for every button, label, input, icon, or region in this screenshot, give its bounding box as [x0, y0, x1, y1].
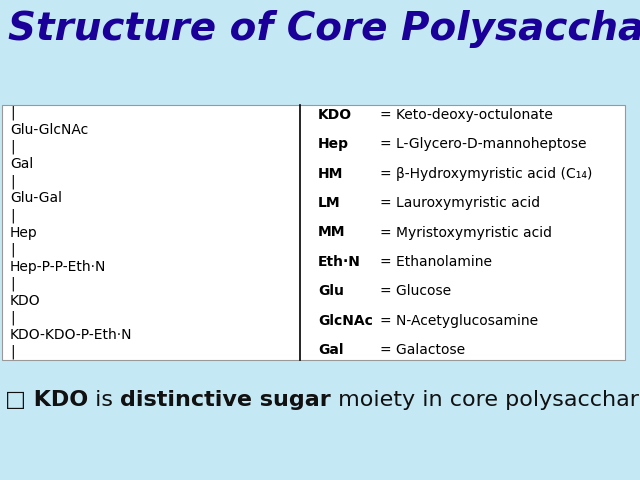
- Text: Gal: Gal: [318, 343, 344, 357]
- Text: GlcNAc: GlcNAc: [318, 313, 373, 328]
- Text: Glu: Glu: [318, 284, 344, 298]
- Text: KDO: KDO: [318, 108, 352, 122]
- Text: LM: LM: [318, 196, 340, 210]
- Text: = Lauroxymyristic acid: = Lauroxymyristic acid: [380, 196, 540, 210]
- Text: = L-Glycero-D-mannoheptose: = L-Glycero-D-mannoheptose: [380, 137, 586, 151]
- Text: = Galactose: = Galactose: [380, 343, 465, 357]
- Text: KDO-KDO-P-Eth·N: KDO-KDO-P-Eth·N: [10, 328, 132, 342]
- Text: distinctive sugar: distinctive sugar: [120, 390, 331, 410]
- Text: = Keto-deoxy-octulonate: = Keto-deoxy-octulonate: [380, 108, 553, 122]
- FancyBboxPatch shape: [2, 105, 625, 360]
- Text: |: |: [10, 242, 15, 257]
- Text: = Ethanolamine: = Ethanolamine: [380, 255, 492, 269]
- Text: Hep: Hep: [318, 137, 349, 151]
- Text: MM: MM: [318, 226, 346, 240]
- Text: = N-Acetyglucosamine: = N-Acetyglucosamine: [380, 313, 538, 328]
- Text: HM: HM: [318, 167, 344, 181]
- Text: |: |: [10, 345, 15, 359]
- Text: |: |: [10, 208, 15, 223]
- Text: |: |: [10, 140, 15, 155]
- Text: Hep: Hep: [10, 226, 38, 240]
- Text: = β-Hydroxymyristic acid (C₁₄): = β-Hydroxymyristic acid (C₁₄): [380, 167, 593, 181]
- Text: Eth·N: Eth·N: [318, 255, 361, 269]
- Text: Structure of Core Polysaccharide: Structure of Core Polysaccharide: [8, 10, 640, 48]
- Text: □ KDO: □ KDO: [5, 390, 88, 410]
- Text: |: |: [10, 106, 15, 120]
- Text: |: |: [10, 311, 15, 325]
- Text: |: |: [10, 276, 15, 291]
- Text: Glu-GlcNAc: Glu-GlcNAc: [10, 123, 88, 137]
- Text: Glu-Gal: Glu-Gal: [10, 192, 62, 205]
- Text: is: is: [88, 390, 120, 410]
- Text: Hep-P-P-Eth·N: Hep-P-P-Eth·N: [10, 260, 106, 274]
- Text: = Glucose: = Glucose: [380, 284, 451, 298]
- Text: = Myristoxymyristic acid: = Myristoxymyristic acid: [380, 226, 552, 240]
- Text: Gal: Gal: [10, 157, 33, 171]
- Text: KDO: KDO: [10, 294, 40, 308]
- Text: moiety in core polysaccharide: moiety in core polysaccharide: [331, 390, 640, 410]
- Text: |: |: [10, 174, 15, 189]
